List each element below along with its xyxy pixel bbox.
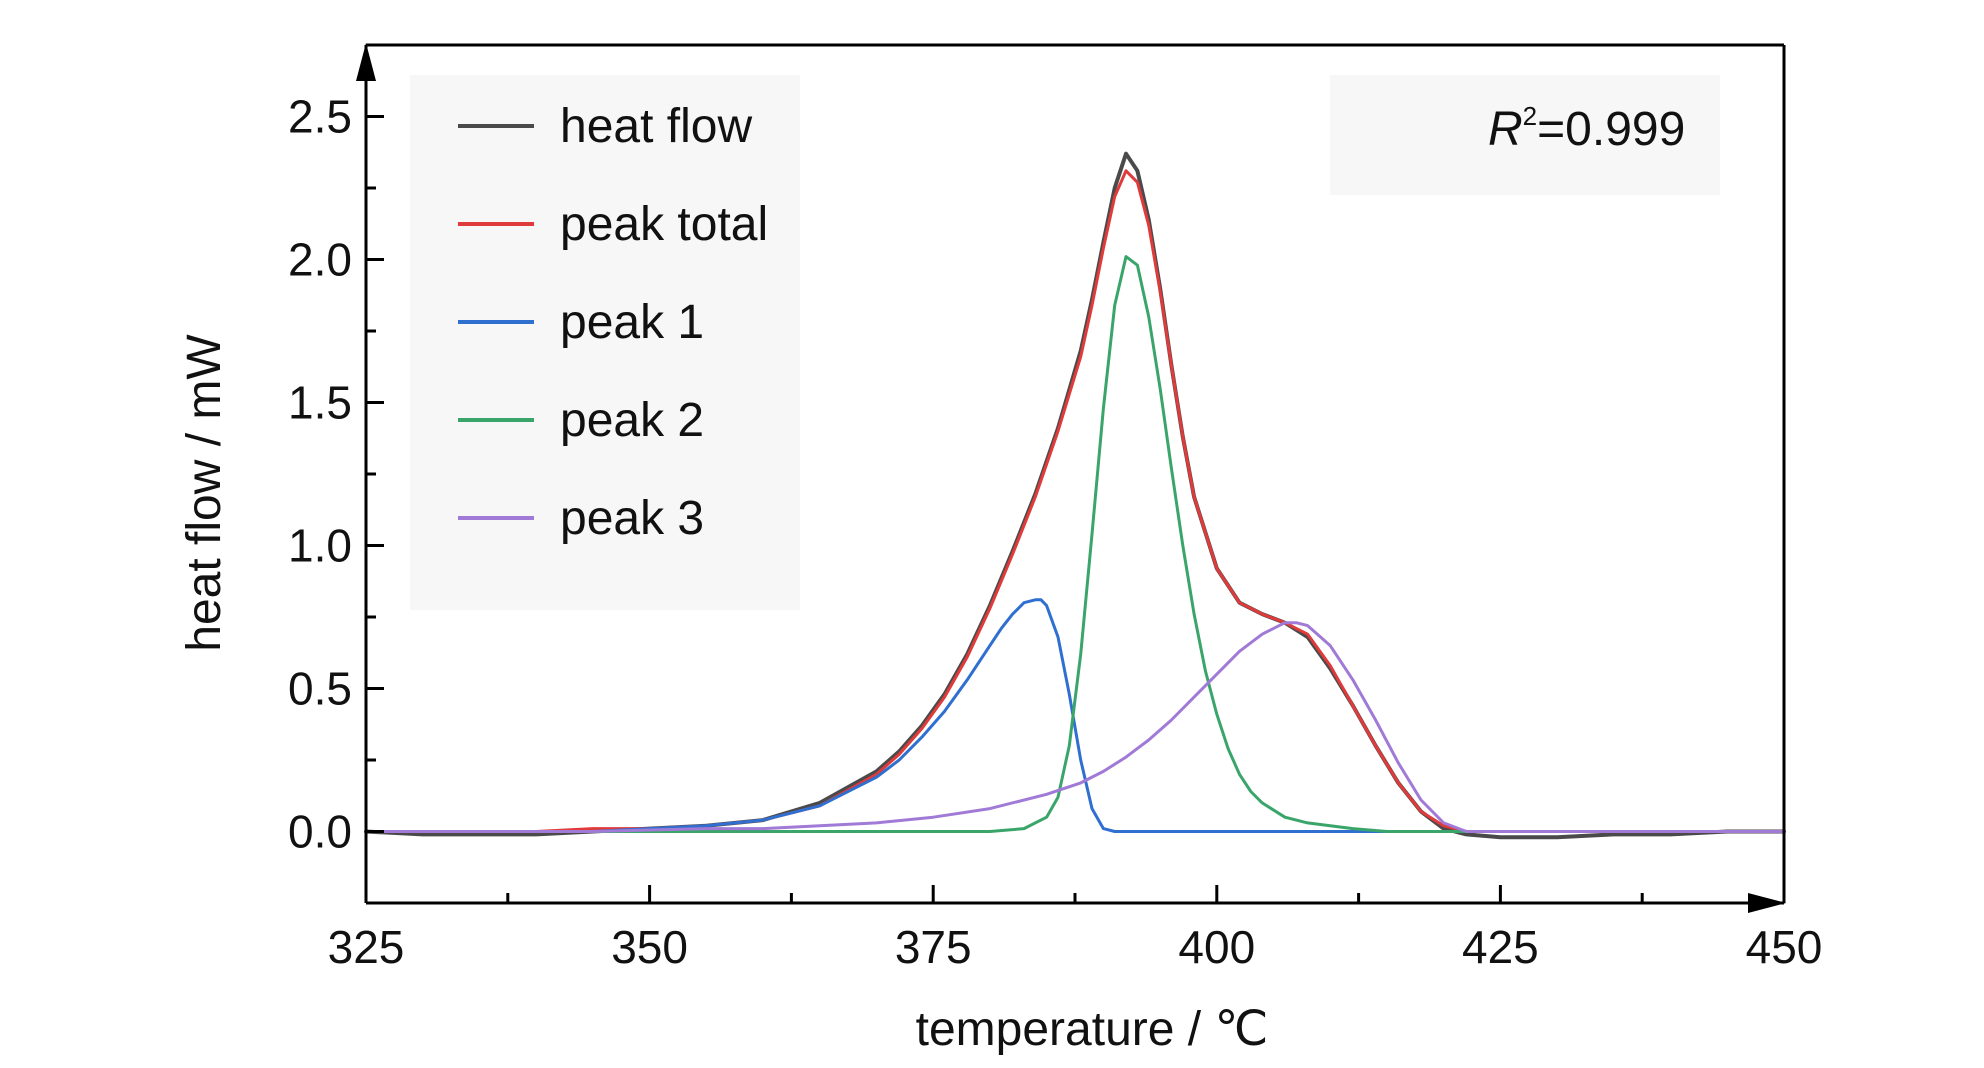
series-group: [364, 151, 1786, 840]
legend-label: heat flow: [560, 100, 752, 153]
y-tick-label: 0.5: [288, 663, 352, 715]
legend-label: peak total: [560, 198, 768, 251]
r-squared-superscript: 2: [1523, 101, 1537, 131]
legend-background: [410, 75, 800, 610]
r-squared-value: =0.999: [1537, 103, 1685, 156]
x-tick-label: 350: [611, 921, 688, 973]
x-axis-title: temperature / ℃: [916, 1003, 1269, 1056]
r-squared-annotation: R2=0.999: [1488, 101, 1685, 156]
y-tick-label: 2.5: [288, 91, 352, 143]
series-line-peak-1: [364, 598, 1786, 833]
y-axis-arrow: [356, 43, 376, 81]
y-axis: 0.0 0.5 1.0 1.5 2.0 2.5: [288, 43, 384, 905]
legend-label: peak 3: [560, 492, 704, 545]
annotation-background: [1330, 75, 1720, 195]
x-tick-label: 375: [895, 921, 972, 973]
legend-label: peak 2: [560, 394, 704, 447]
x-tick-label: 450: [1746, 921, 1823, 973]
x-tick-label: 400: [1178, 921, 1255, 973]
y-axis-title: heat flow / mW: [178, 334, 231, 652]
x-tick-label: 425: [1462, 921, 1539, 973]
series-line-peak-2: [364, 255, 1786, 833]
y-tick-label: 0.0: [288, 806, 352, 858]
series-line-peak-3: [364, 621, 1786, 833]
y-tick-label: 2.0: [288, 234, 352, 286]
x-axis: 325 350 375 400 425 450: [328, 885, 1823, 973]
legend-label: peak 1: [560, 296, 704, 349]
r-squared-base: R: [1488, 103, 1523, 156]
y-tick-label: 1.0: [288, 520, 352, 572]
legend: heat flow peak total peak 1 peak 2 peak 3: [458, 100, 768, 545]
x-axis-arrow: [1748, 893, 1786, 913]
x-tick-label: 325: [328, 921, 405, 973]
y-tick-label: 1.5: [288, 377, 352, 429]
